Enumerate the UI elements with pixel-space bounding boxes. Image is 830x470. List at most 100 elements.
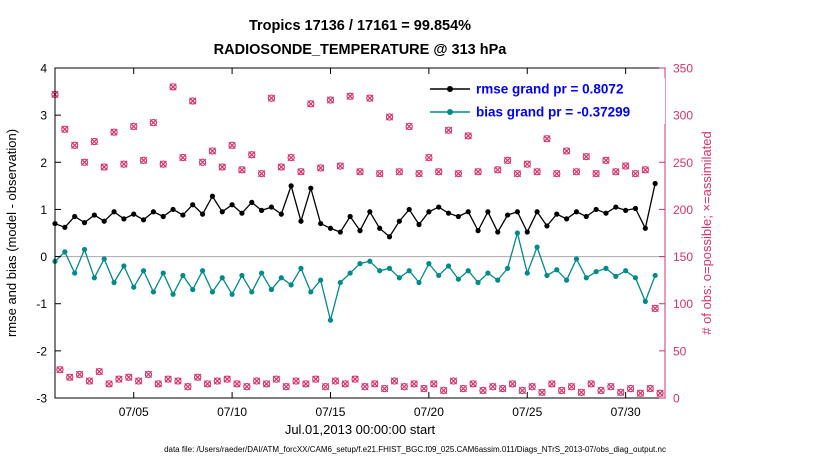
obs-assimilated-marker (548, 380, 556, 388)
obs-possible-marker (376, 169, 384, 178)
obs-assimilated-marker (602, 156, 610, 165)
y-tick-label-right: 250 (673, 156, 693, 170)
rmse-marker (278, 211, 284, 217)
rmse-marker (495, 229, 501, 235)
obs-possible-marker (203, 380, 212, 388)
bias-marker (465, 268, 471, 274)
obs-assimilated-marker (376, 169, 384, 178)
rmse-marker (170, 206, 176, 213)
obs-possible-marker (489, 383, 497, 391)
obs-possible-marker (592, 169, 600, 178)
rmse-marker (209, 193, 216, 199)
obs-possible-marker (272, 375, 281, 383)
obs-assimilated-marker (243, 383, 251, 391)
obs-possible-marker (454, 169, 463, 178)
obs-assimilated-marker (248, 151, 256, 159)
obs-assimilated-marker (317, 164, 325, 172)
bias-marker (564, 277, 570, 283)
obs-assimilated-marker (607, 383, 615, 391)
obs-assimilated-marker (444, 126, 453, 134)
obs-assimilated-marker (562, 147, 571, 155)
obs-assimilated-marker (533, 168, 541, 176)
rmse-marker (249, 199, 255, 205)
obs-assimilated-marker (538, 388, 546, 396)
x-tick-label: 07/15 (315, 405, 345, 419)
y-tick-label-right: 300 (673, 109, 693, 123)
bias-marker (199, 268, 206, 274)
obs-possible-marker (597, 386, 605, 395)
rmse-marker (160, 213, 166, 220)
obs-assimilated-marker (179, 153, 187, 162)
obs-possible-marker (179, 153, 187, 162)
data-file-path: data file: /Users/raeder/DAI/ATM_forcXX/… (164, 445, 666, 454)
obs-assimilated-marker (494, 166, 502, 174)
obs-possible-marker (184, 383, 192, 391)
rmse-marker (613, 204, 619, 210)
obs-assimilated-marker (440, 386, 448, 395)
obs-assimilated-marker (297, 168, 305, 176)
bias-marker (623, 268, 629, 274)
y-tick-label-right: 150 (673, 250, 693, 264)
obs-assimilated-marker (159, 160, 167, 168)
obs-possible-marker (523, 160, 531, 168)
bias-marker (249, 289, 255, 295)
obs-assimilated-marker (105, 380, 113, 388)
obs-assimilated-marker (287, 153, 295, 162)
obs-possible-marker (277, 163, 285, 171)
obs-assimilated-marker (464, 132, 472, 140)
obs-possible-marker (494, 166, 502, 174)
obs-assimilated-marker (656, 389, 664, 397)
obs-assimilated-marker (454, 169, 463, 178)
plot-area (51, 83, 665, 397)
obs-assimilated-marker (425, 153, 433, 162)
bias-marker (180, 272, 186, 279)
obs-assimilated-marker (194, 373, 202, 381)
obs-possible-marker (257, 169, 266, 178)
obs-possible-marker (513, 169, 522, 178)
rmse-marker (140, 217, 147, 223)
obs-possible-marker (351, 375, 359, 383)
obs-possible-marker (518, 386, 526, 395)
obs-possible-marker (326, 96, 335, 104)
obs-assimilated-marker (587, 380, 595, 388)
chart-title: Tropics 17136 / 17161 = 99.854% (249, 18, 471, 34)
obs-assimilated-marker (233, 380, 241, 388)
bias-marker (377, 268, 383, 274)
bias-marker (239, 272, 245, 279)
obs-possible-marker (80, 158, 89, 166)
obs-assimilated-marker (135, 377, 143, 385)
obs-possible-marker (631, 169, 640, 178)
obs-possible-marker (528, 383, 536, 391)
obs-possible-marker (218, 163, 226, 171)
obs-possible-marker (651, 304, 659, 313)
obs-possible-marker (656, 389, 664, 397)
rmse-marker (337, 229, 343, 235)
obs-possible-marker (287, 153, 295, 162)
obs-possible-marker (336, 162, 344, 170)
obs-possible-marker (233, 380, 241, 388)
obs-possible-marker (134, 377, 143, 385)
obs-assimilated-marker (582, 153, 590, 161)
obs-possible-marker (602, 156, 610, 165)
obs-assimilated-marker (366, 94, 374, 102)
obs-assimilated-marker (331, 377, 340, 385)
y-tick-label-right: 0 (673, 392, 680, 406)
obs-assimilated-marker (312, 375, 320, 383)
obs-assimilated-marker (56, 366, 64, 374)
obs-assimilated-marker (302, 380, 310, 388)
obs-assimilated-marker (218, 163, 226, 171)
bias-marker (268, 286, 275, 293)
obs-assimilated-marker (646, 384, 654, 393)
rmse-marker (485, 209, 491, 215)
rmse-marker (603, 210, 609, 216)
axes-ticks: 4 3 2 1 0 -1 -2 -3 350 300 250 200 150 100 50 0 07/05 07/… (36, 62, 693, 420)
bias-marker (209, 289, 216, 295)
rmse-marker (573, 209, 580, 215)
obs-assimilated-marker (213, 377, 221, 385)
rmse-marker (445, 210, 452, 216)
bias-marker (583, 275, 589, 281)
obs-assimilated-marker (513, 169, 522, 178)
rmse-marker (524, 229, 530, 235)
obs-possible-marker (267, 94, 276, 102)
rmse-marker (406, 206, 412, 213)
